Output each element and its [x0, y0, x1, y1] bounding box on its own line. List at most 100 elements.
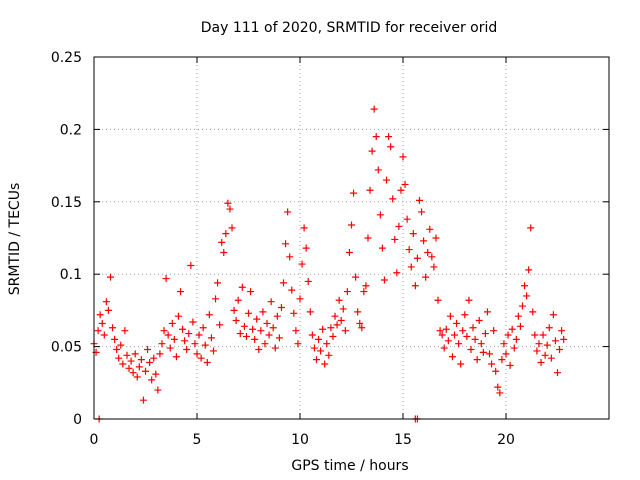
data-point [508, 325, 516, 333]
data-point [424, 248, 432, 256]
data-point [488, 360, 496, 368]
y-tick-label: 0.2 [60, 122, 82, 138]
data-point [348, 221, 355, 229]
data-point [247, 288, 255, 296]
data-point [207, 334, 215, 342]
data-point [415, 196, 423, 204]
grid [94, 57, 609, 419]
data-point [516, 322, 524, 330]
data-point [267, 298, 275, 306]
data-point [545, 324, 553, 332]
data-point [436, 327, 444, 335]
data-point [94, 327, 102, 335]
data-point [426, 225, 434, 233]
data-point [127, 357, 135, 365]
data-point [504, 331, 512, 339]
data-point [514, 312, 522, 320]
data-point [144, 345, 152, 353]
data-point [284, 208, 292, 216]
data-point [304, 277, 312, 285]
data-point [306, 308, 314, 316]
data-point [432, 234, 440, 242]
data-point [224, 199, 232, 207]
data-point [257, 327, 265, 335]
data-point [104, 306, 112, 314]
data-point [448, 353, 456, 361]
data-point [364, 234, 372, 242]
data-point [397, 186, 405, 194]
data-point [222, 230, 230, 238]
data-point [199, 324, 207, 332]
data-point [422, 273, 430, 281]
data-point [294, 340, 302, 348]
data-point [420, 237, 428, 245]
data-point [483, 308, 491, 316]
data-point [216, 321, 224, 329]
data-point [189, 318, 197, 326]
data-point [100, 331, 108, 339]
data-point [170, 335, 178, 343]
data-point [98, 319, 106, 327]
data-point [168, 319, 176, 327]
data-point [119, 360, 127, 368]
data-point [354, 308, 362, 316]
data-point [405, 246, 413, 254]
data-point [275, 334, 283, 342]
data-point [319, 325, 327, 333]
data-point [193, 350, 201, 358]
data-points [90, 105, 568, 423]
data-point [533, 347, 541, 355]
data-point [137, 356, 145, 364]
data-point [541, 351, 549, 359]
data-point [537, 359, 545, 367]
data-point [117, 341, 125, 349]
data-point [179, 325, 187, 333]
data-point [551, 337, 559, 345]
data-point [230, 306, 238, 314]
data-point [518, 302, 526, 310]
data-point [378, 244, 386, 252]
x-tick-label: 10 [291, 432, 309, 448]
data-point [245, 309, 252, 317]
data-point [317, 347, 325, 355]
data-point [558, 327, 566, 335]
data-point [164, 331, 172, 339]
chart-title: Day 111 of 2020, SRMTID for receiver ori… [201, 20, 498, 36]
data-point [451, 331, 458, 339]
data-point [409, 230, 417, 238]
data-point [181, 337, 189, 345]
data-point [315, 335, 323, 343]
data-point [333, 321, 341, 329]
data-point [146, 359, 154, 367]
data-point [172, 353, 180, 361]
data-point [296, 295, 304, 303]
data-point [492, 367, 500, 375]
data-point [111, 335, 119, 343]
data-point [370, 105, 378, 113]
data-point [160, 327, 168, 335]
data-point [166, 344, 174, 352]
data-point [125, 364, 133, 372]
data-point [218, 238, 226, 246]
data-point [259, 308, 267, 316]
data-point [298, 260, 306, 268]
data-point [481, 330, 489, 338]
data-point [113, 345, 121, 353]
data-point [300, 224, 308, 232]
data-point [277, 304, 285, 312]
data-point [512, 335, 520, 343]
data-point [212, 295, 220, 303]
data-point [469, 324, 477, 332]
data-point [477, 340, 485, 348]
data-point [123, 351, 131, 359]
data-point [356, 319, 364, 327]
data-point [185, 330, 193, 338]
data-point [271, 344, 279, 352]
data-point [465, 296, 473, 304]
data-point [327, 324, 335, 332]
data-point [249, 325, 257, 333]
data-point [539, 331, 547, 339]
data-point [177, 288, 185, 296]
data-point [395, 222, 403, 230]
data-point [360, 288, 368, 296]
